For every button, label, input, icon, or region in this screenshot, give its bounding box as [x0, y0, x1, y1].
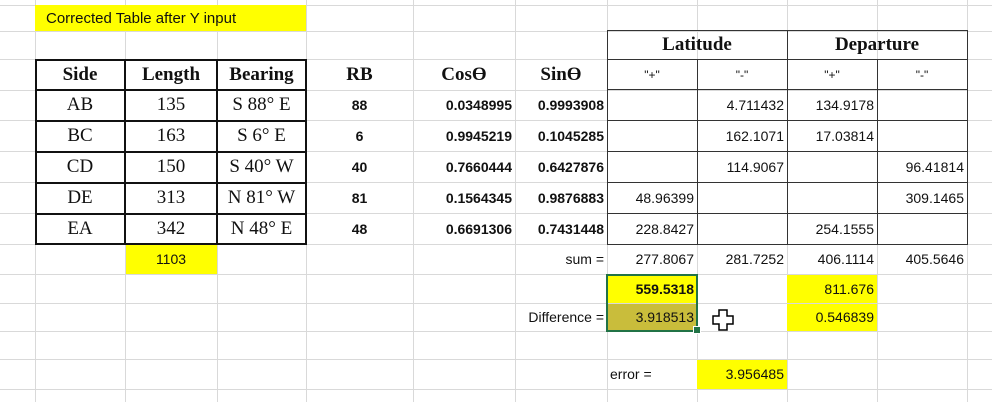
cell-dep-minus[interactable]: 96.41814 [905, 158, 964, 175]
sum-dep-minus[interactable]: 405.5646 [905, 251, 964, 267]
sum-label[interactable]: sum = [565, 251, 604, 267]
cell-dep-plus[interactable]: 134.9178 [815, 97, 874, 113]
sum-dep-plus[interactable]: 406.1114 [817, 251, 874, 267]
cell-side[interactable]: CD [66, 155, 94, 177]
error-highlight [697, 360, 787, 389]
cell-rb[interactable]: 48 [351, 220, 368, 237]
cell-sin[interactable]: 0.1045285 [537, 127, 604, 144]
error-value-cell[interactable]: 3.956485 [725, 366, 784, 382]
cell-side[interactable]: BC [67, 124, 93, 146]
fill-handle[interactable] [693, 326, 701, 334]
cell-dep-minus[interactable]: 309.1465 [905, 189, 964, 206]
cell-side[interactable]: DE [67, 186, 93, 208]
cell-length[interactable]: 135 [156, 94, 186, 115]
dep-total-highlight [787, 275, 877, 303]
cell-sin[interactable]: 0.9876883 [537, 189, 604, 206]
cell-dep-plus[interactable]: 254.1555 [815, 220, 874, 237]
title-banner[interactable]: Corrected Table after Y input [46, 9, 237, 27]
header-length[interactable]: Length [141, 63, 201, 85]
cell-lat-minus[interactable]: 114.9067 [726, 158, 784, 175]
cell-lat-plus[interactable] [607, 120, 697, 151]
header-dep-plus[interactable]: "+" [824, 67, 840, 82]
cell-cos[interactable]: 0.9945219 [445, 127, 512, 144]
total-length-cell[interactable]: 1103 [155, 251, 187, 267]
cell-dep-minus[interactable] [877, 213, 967, 244]
difference-label[interactable]: Difference = [528, 309, 604, 325]
header-dep-minus[interactable]: "-" [915, 67, 929, 82]
header-rb[interactable]: RB [346, 63, 373, 85]
cell-length[interactable]: 342 [156, 217, 186, 239]
cell-rb[interactable]: 40 [351, 158, 368, 175]
sum-lat-minus[interactable]: 281.7252 [725, 251, 784, 267]
header-side[interactable]: Side [62, 63, 98, 85]
cell-rb[interactable]: 81 [351, 189, 368, 206]
header-lat-minus[interactable]: "-" [735, 67, 749, 82]
latitude-group-header[interactable]: Latitude [662, 34, 732, 55]
cell-lat-minus[interactable]: 4.711432 [726, 97, 784, 113]
cell-lat-plus[interactable] [607, 90, 697, 120]
cell-side[interactable]: EA [67, 217, 93, 239]
title-highlight [35, 5, 306, 31]
cell-lat-plus[interactable] [607, 151, 697, 182]
cell-side[interactable]: AB [66, 94, 94, 115]
dep-total-cell[interactable]: 811.676 [824, 280, 874, 297]
cell-cursor-icon [712, 309, 734, 334]
cell-length[interactable]: 313 [156, 186, 186, 208]
cell-sin[interactable]: 0.7431448 [537, 220, 604, 237]
cell-dep-minus[interactable] [877, 90, 967, 120]
cell-lat-minus[interactable] [697, 182, 787, 213]
cell-cos[interactable]: 0.0348995 [445, 97, 512, 113]
departure-group-header[interactable]: Departure [834, 34, 920, 55]
cell-bearing[interactable]: S 88° E [232, 94, 291, 115]
dep-difference-highlight [787, 304, 877, 331]
cell-cos[interactable]: 0.6691306 [445, 220, 512, 237]
error-label[interactable]: error = [610, 366, 652, 382]
header-cos[interactable]: Cosϴ [441, 63, 487, 85]
lat-total-highlight [607, 275, 697, 303]
cell-bearing[interactable]: S 40° W [229, 155, 294, 177]
cell-dep-minus[interactable] [877, 120, 967, 151]
header-sin[interactable]: Sinϴ [540, 63, 582, 85]
cell-rb[interactable]: 6 [355, 127, 364, 144]
sum-lat-plus[interactable]: 277.8067 [635, 251, 694, 267]
total-length-highlight [126, 245, 217, 274]
lat-difference-cell[interactable]: 3.918513 [635, 309, 694, 325]
cell-dep-plus[interactable] [787, 182, 877, 213]
cell-lat-minus[interactable]: 162.1071 [725, 127, 784, 144]
cell-cos[interactable]: 0.1564345 [445, 189, 512, 206]
cell-rb[interactable]: 88 [351, 97, 368, 113]
cell-bearing[interactable]: S 6° E [237, 124, 286, 146]
cell-lat-plus[interactable]: 228.8427 [635, 220, 694, 237]
cell-length[interactable]: 150 [156, 155, 186, 177]
header-bearing[interactable]: Bearing [229, 63, 294, 85]
cell-cos[interactable]: 0.7660444 [445, 158, 512, 175]
cell-bearing[interactable]: N 81° W [227, 186, 296, 208]
active-cell-selection[interactable] [606, 274, 698, 332]
cell-bearing[interactable]: N 48° E [230, 217, 293, 239]
lat-difference-highlight [607, 304, 697, 331]
cell-dep-plus[interactable] [787, 151, 877, 182]
header-lat-plus[interactable]: "+" [644, 67, 660, 82]
lat-total-cell[interactable]: 559.5318 [635, 280, 694, 297]
cell-dep-plus[interactable]: 17.03814 [815, 127, 874, 144]
cell-sin[interactable]: 0.6427876 [537, 158, 604, 175]
cell-sin[interactable]: 0.9993908 [537, 97, 604, 113]
cell-lat-minus[interactable] [697, 213, 787, 244]
cell-lat-plus[interactable]: 48.96399 [635, 189, 694, 206]
cell-length[interactable]: 163 [156, 124, 186, 146]
dep-difference-cell[interactable]: 0.546839 [815, 309, 874, 325]
